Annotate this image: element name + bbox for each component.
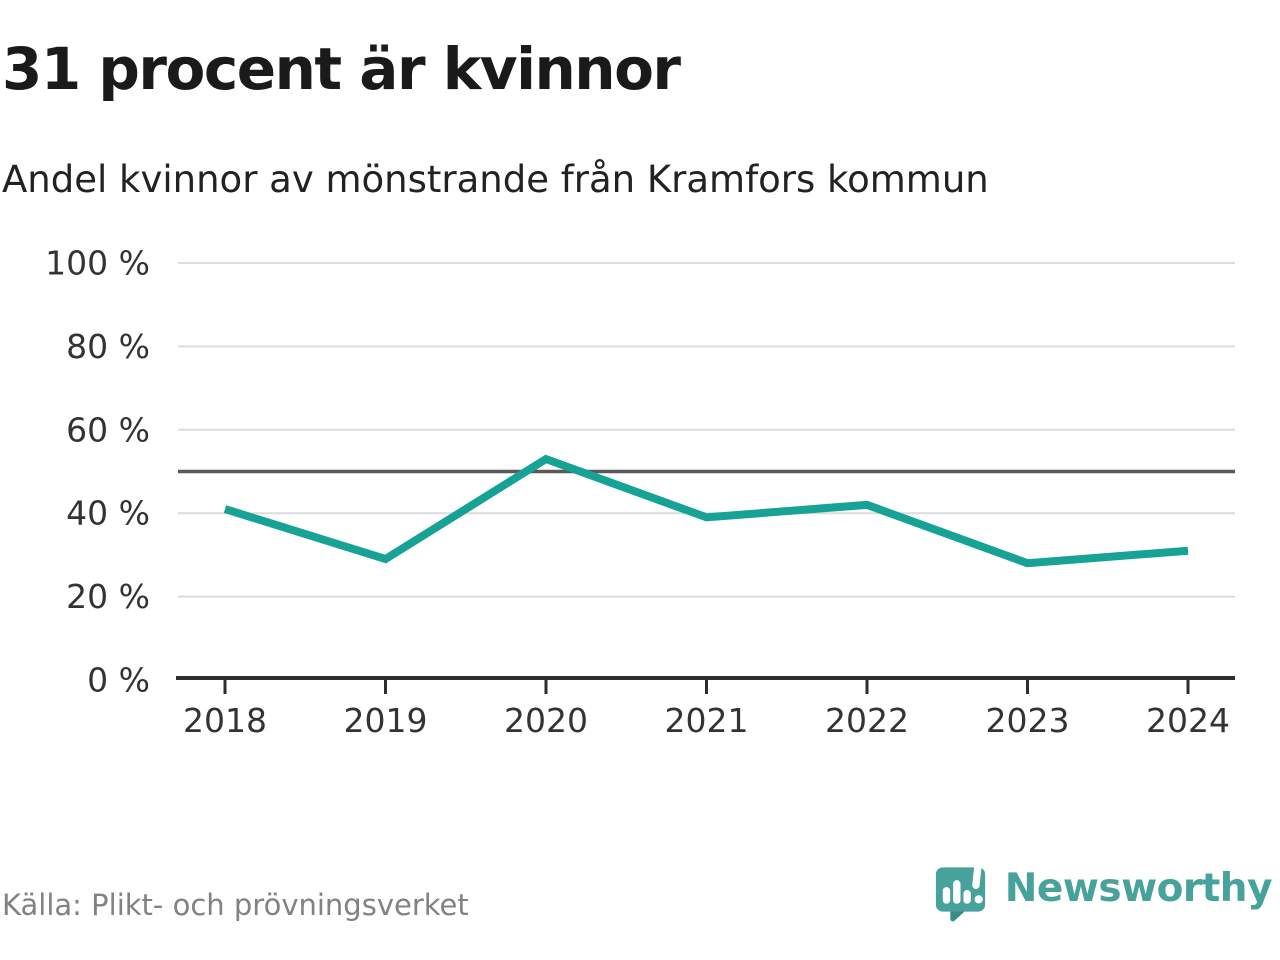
bar-3 — [963, 890, 971, 904]
y-tick-label: 100 % — [45, 244, 150, 283]
x-tick-label: 2020 — [504, 701, 588, 740]
source-note: Källa: Plikt- och prövningsverket — [2, 888, 469, 922]
bar-2 — [952, 880, 961, 904]
y-tick-label: 80 % — [66, 327, 150, 366]
chart-title: 31 procent är kvinnor — [2, 35, 681, 103]
y-tick-label: 60 % — [66, 410, 150, 449]
y-tick-label: 20 % — [66, 577, 150, 616]
y-tick-label: 0 % — [87, 661, 150, 700]
x-tick-label: 2018 — [183, 701, 267, 740]
x-tick-label: 2023 — [986, 701, 1070, 740]
data-line — [223, 454, 1189, 568]
exclamation-dot — [974, 895, 983, 904]
x-tick-label: 2019 — [344, 701, 428, 740]
exclamation-bar — [972, 862, 982, 889]
chart-subtitle: Andel kvinnor av mönstrande från Kramfor… — [2, 158, 989, 201]
x-tick-label: 2022 — [825, 701, 909, 740]
newsworthy-wordmark: Newsworthy — [1004, 865, 1273, 911]
line-chart: 0 % 20 % 40 % 60 % 80 % 100 % 2018 2019 2020 2021… — [45, 244, 1235, 740]
x-tick-label: 2021 — [665, 701, 749, 740]
x-tick-label: 2024 — [1146, 701, 1230, 740]
bar-1 — [942, 887, 950, 904]
y-tick-label: 40 % — [66, 494, 150, 533]
newsworthy-logo: Newsworthy — [929, 858, 1273, 924]
bubble-tail-shade — [950, 911, 965, 922]
newsworthy-speech-bubble-icon — [935, 862, 985, 922]
